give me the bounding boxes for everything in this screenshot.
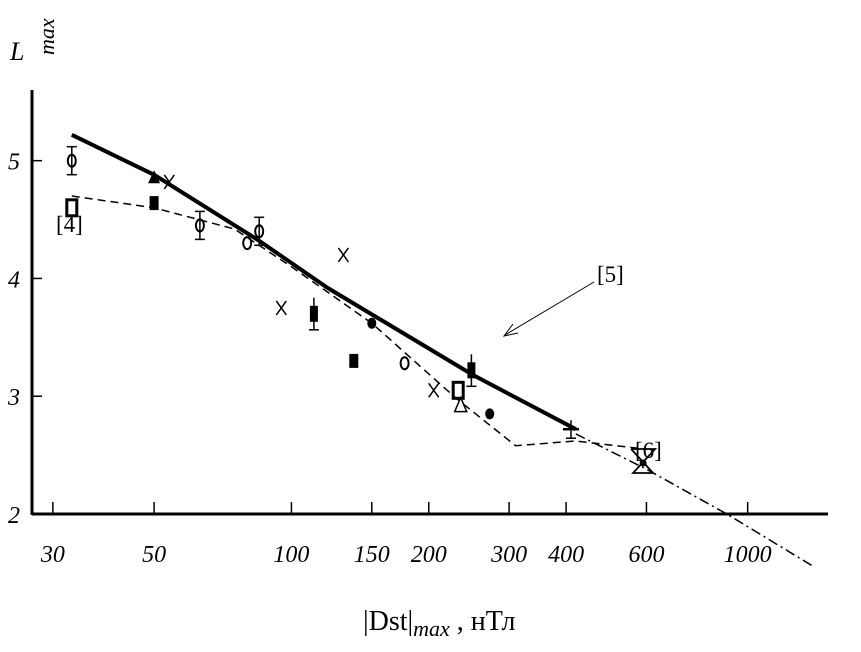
annotation-ref-4: [4] <box>56 212 83 237</box>
data-point-circle-bar <box>194 210 205 241</box>
annotation-ref-5-arrowhead <box>502 323 519 337</box>
y-tick-label: 3 <box>7 385 20 411</box>
y-tick-label: 2 <box>8 503 20 529</box>
axes <box>30 90 828 516</box>
y-tick-label: 4 <box>8 267 20 293</box>
y-axis-title: L max <box>9 18 59 66</box>
y-tick-label: 5 <box>8 150 20 176</box>
x-axis-title: |Dst|max , нТл <box>363 606 515 641</box>
x-tick-label: 400 <box>548 542 584 568</box>
data-points <box>65 145 658 474</box>
annotation-ref-5-arrow <box>504 281 595 336</box>
data-point-filled-square-bar <box>466 354 477 388</box>
x-tick-label: 300 <box>490 542 527 568</box>
series-line <box>70 133 577 431</box>
data-point-bar <box>563 420 579 439</box>
data-point-circle-bar <box>66 145 77 176</box>
data-point-circle <box>399 356 410 371</box>
data-point-filled-square <box>149 196 159 211</box>
data-point-filled-square <box>349 353 359 368</box>
data-point-circle-bar <box>254 216 265 247</box>
x-tick-label: 50 <box>142 542 166 568</box>
data-point-x <box>163 174 175 190</box>
data-point-open-square <box>451 380 465 400</box>
data-point-open-square <box>65 198 79 218</box>
x-tick-label: 200 <box>411 542 447 568</box>
data-point-circle-filled <box>485 408 495 420</box>
svg-text:L: L <box>9 37 24 66</box>
x-ticks: 30 50 100 150 200 300 400 600 1000 <box>40 502 772 568</box>
series-lines <box>70 133 815 568</box>
x-tick-label: 100 <box>273 542 309 568</box>
data-point-circle-filled <box>367 317 377 329</box>
x-tick-label: 1000 <box>724 542 772 568</box>
data-point-x <box>337 247 350 263</box>
x-tick-label: 600 <box>628 542 664 568</box>
y-ticks: 2 3 4 5 <box>7 150 42 529</box>
data-point-filled-square-bar <box>308 297 319 331</box>
data-point-x <box>275 300 287 316</box>
series-line <box>71 195 647 450</box>
annotation-ref-5: [5] <box>597 262 624 287</box>
x-tick-label: 150 <box>354 542 390 568</box>
data-point-triangle-open <box>453 395 468 413</box>
data-point-x <box>428 382 440 398</box>
svg-text:|Dst|max , нТл: |Dst|max , нТл <box>363 606 515 641</box>
data-point-circle <box>242 236 253 251</box>
series-line <box>575 433 815 568</box>
x-tick-label: 30 <box>40 542 65 568</box>
data-point-triangle <box>148 170 161 184</box>
data-point-hourglass <box>630 448 658 474</box>
annotation-ref-6: [6] <box>635 438 662 463</box>
y-axis-title-sub: max <box>34 18 59 55</box>
